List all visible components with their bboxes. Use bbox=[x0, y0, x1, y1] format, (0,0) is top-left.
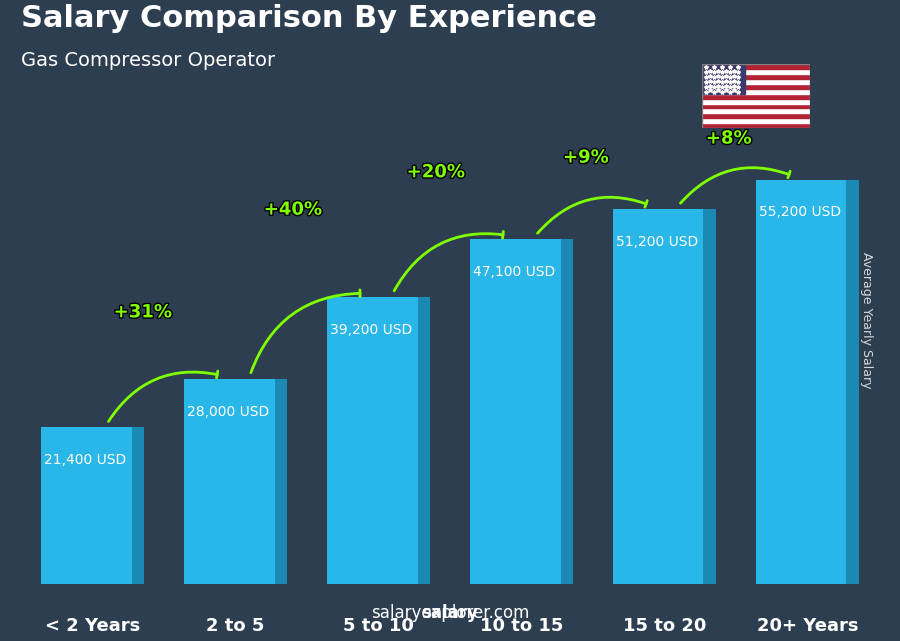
Bar bbox=[702, 84, 810, 88]
Bar bbox=[702, 119, 810, 123]
Text: 2 to 5: 2 to 5 bbox=[206, 617, 265, 635]
Text: 10 to 15: 10 to 15 bbox=[480, 617, 563, 635]
Bar bbox=[418, 297, 430, 585]
Text: salary: salary bbox=[421, 604, 479, 622]
Text: 20+ Years: 20+ Years bbox=[757, 617, 858, 635]
Bar bbox=[131, 428, 144, 585]
Bar bbox=[470, 239, 573, 585]
Text: Gas Compressor Operator: Gas Compressor Operator bbox=[22, 51, 275, 70]
Bar bbox=[702, 88, 810, 94]
Bar bbox=[702, 99, 810, 104]
Text: +8%: +8% bbox=[706, 129, 752, 147]
Bar bbox=[613, 209, 716, 585]
Text: 51,200 USD: 51,200 USD bbox=[616, 235, 698, 249]
Bar bbox=[702, 69, 810, 74]
Text: salaryexplorer.com: salaryexplorer.com bbox=[371, 604, 529, 622]
Bar bbox=[756, 179, 859, 585]
Text: +31%: +31% bbox=[113, 303, 172, 321]
Bar bbox=[702, 64, 810, 69]
Bar bbox=[702, 104, 810, 108]
Bar bbox=[702, 79, 810, 84]
Text: 21,400 USD: 21,400 USD bbox=[44, 453, 127, 467]
Bar bbox=[41, 428, 144, 585]
Bar bbox=[702, 113, 810, 119]
Bar bbox=[561, 239, 573, 585]
Bar bbox=[702, 108, 810, 113]
Bar bbox=[846, 179, 859, 585]
Text: 5 to 10: 5 to 10 bbox=[343, 617, 414, 635]
Bar bbox=[702, 123, 810, 128]
Text: 47,100 USD: 47,100 USD bbox=[473, 265, 555, 279]
Text: +40%: +40% bbox=[264, 201, 322, 219]
Text: +9%: +9% bbox=[563, 149, 608, 167]
Bar bbox=[184, 379, 287, 585]
Bar bbox=[704, 209, 716, 585]
Text: Salary Comparison By Experience: Salary Comparison By Experience bbox=[22, 4, 597, 33]
Text: 39,200 USD: 39,200 USD bbox=[330, 322, 412, 337]
Bar bbox=[327, 297, 430, 585]
Bar bbox=[702, 64, 745, 94]
Bar bbox=[702, 94, 810, 99]
Bar bbox=[274, 379, 287, 585]
Text: < 2 Years: < 2 Years bbox=[45, 617, 140, 635]
Text: Average Yearly Salary: Average Yearly Salary bbox=[860, 253, 873, 388]
Text: 15 to 20: 15 to 20 bbox=[623, 617, 706, 635]
Text: +20%: +20% bbox=[407, 163, 464, 181]
Text: 55,200 USD: 55,200 USD bbox=[759, 205, 842, 219]
Text: 28,000 USD: 28,000 USD bbox=[187, 404, 270, 419]
Bar bbox=[702, 74, 810, 79]
